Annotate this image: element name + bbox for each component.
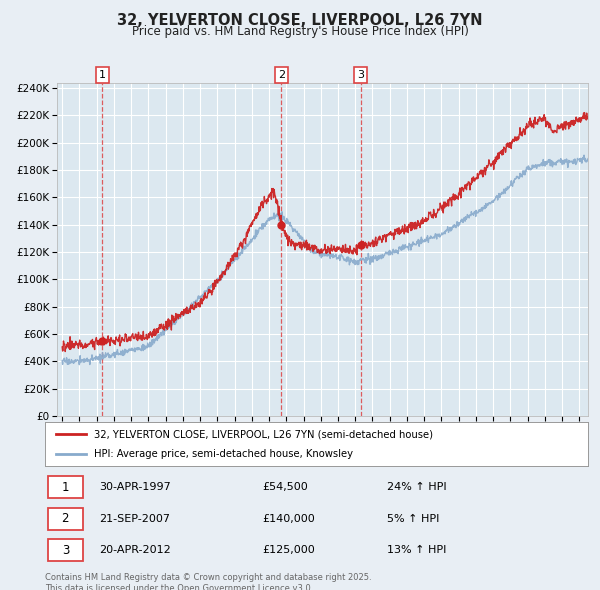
Text: 13% ↑ HPI: 13% ↑ HPI	[387, 545, 446, 555]
Text: 24% ↑ HPI: 24% ↑ HPI	[387, 482, 447, 492]
Text: 30-APR-1997: 30-APR-1997	[100, 482, 171, 492]
Text: 2: 2	[62, 512, 69, 525]
Text: £54,500: £54,500	[262, 482, 308, 492]
Text: 1: 1	[62, 481, 69, 494]
Text: 1: 1	[99, 70, 106, 80]
Text: 3: 3	[62, 544, 69, 557]
Text: £140,000: £140,000	[262, 514, 315, 524]
Text: Contains HM Land Registry data © Crown copyright and database right 2025.
This d: Contains HM Land Registry data © Crown c…	[45, 573, 371, 590]
FancyBboxPatch shape	[48, 508, 83, 530]
Text: HPI: Average price, semi-detached house, Knowsley: HPI: Average price, semi-detached house,…	[94, 449, 353, 458]
Text: 21-SEP-2007: 21-SEP-2007	[100, 514, 170, 524]
Text: 32, YELVERTON CLOSE, LIVERPOOL, L26 7YN: 32, YELVERTON CLOSE, LIVERPOOL, L26 7YN	[117, 13, 483, 28]
Text: Price paid vs. HM Land Registry's House Price Index (HPI): Price paid vs. HM Land Registry's House …	[131, 25, 469, 38]
Text: 5% ↑ HPI: 5% ↑ HPI	[387, 514, 439, 524]
Text: 2: 2	[278, 70, 285, 80]
FancyBboxPatch shape	[48, 539, 83, 561]
Text: 3: 3	[357, 70, 364, 80]
Text: £125,000: £125,000	[262, 545, 315, 555]
Text: 20-APR-2012: 20-APR-2012	[100, 545, 171, 555]
FancyBboxPatch shape	[48, 476, 83, 499]
Text: 32, YELVERTON CLOSE, LIVERPOOL, L26 7YN (semi-detached house): 32, YELVERTON CLOSE, LIVERPOOL, L26 7YN …	[94, 430, 433, 439]
